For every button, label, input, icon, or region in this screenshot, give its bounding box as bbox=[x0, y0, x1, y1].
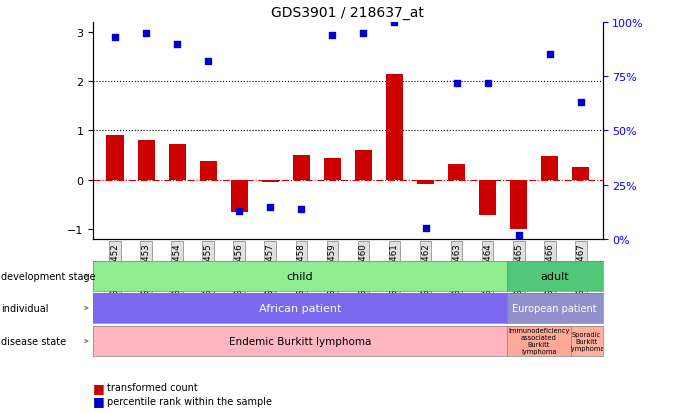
Bar bbox=[200, 161, 217, 180]
Text: individual: individual bbox=[1, 303, 49, 313]
Point bbox=[451, 80, 462, 87]
Point bbox=[171, 41, 182, 47]
Text: disease state: disease state bbox=[1, 336, 66, 346]
Point bbox=[420, 225, 431, 232]
Point bbox=[513, 232, 524, 239]
Text: ■: ■ bbox=[93, 394, 105, 407]
Bar bbox=[510, 180, 527, 230]
Point bbox=[109, 35, 120, 41]
Point bbox=[234, 208, 245, 215]
Text: Sporadic
Burkitt
lymphoma: Sporadic Burkitt lymphoma bbox=[569, 331, 605, 351]
Text: ■: ■ bbox=[93, 381, 105, 394]
Point bbox=[296, 206, 307, 212]
Point bbox=[265, 204, 276, 210]
Point bbox=[482, 80, 493, 87]
Bar bbox=[169, 145, 186, 180]
Title: GDS3901 / 218637_at: GDS3901 / 218637_at bbox=[272, 6, 424, 20]
Bar bbox=[572, 167, 589, 180]
Point bbox=[545, 52, 556, 59]
Text: adult: adult bbox=[540, 271, 569, 281]
Text: Endemic Burkitt lymphoma: Endemic Burkitt lymphoma bbox=[229, 336, 371, 346]
Text: development stage: development stage bbox=[1, 271, 96, 281]
Bar bbox=[386, 74, 403, 180]
Point bbox=[576, 100, 587, 106]
Text: child: child bbox=[287, 271, 314, 281]
Point bbox=[202, 58, 214, 65]
Bar bbox=[541, 157, 558, 180]
Text: Immunodeficiency
associated
Burkitt
lymphoma: Immunodeficiency associated Burkitt lymp… bbox=[508, 328, 569, 355]
Point bbox=[327, 32, 338, 39]
Point bbox=[358, 30, 369, 37]
Text: African patient: African patient bbox=[259, 303, 341, 313]
Bar bbox=[448, 165, 465, 180]
Bar bbox=[355, 151, 372, 180]
Text: European patient: European patient bbox=[513, 303, 597, 313]
Bar bbox=[417, 180, 434, 184]
Bar bbox=[106, 136, 124, 180]
Bar bbox=[262, 180, 279, 183]
Bar bbox=[293, 156, 310, 180]
Text: percentile rank within the sample: percentile rank within the sample bbox=[107, 396, 272, 406]
Bar bbox=[231, 180, 248, 212]
Bar bbox=[479, 180, 496, 216]
Bar bbox=[324, 158, 341, 180]
Point bbox=[389, 19, 400, 26]
Point bbox=[140, 30, 151, 37]
Text: transformed count: transformed count bbox=[107, 382, 198, 392]
Bar bbox=[138, 141, 155, 180]
